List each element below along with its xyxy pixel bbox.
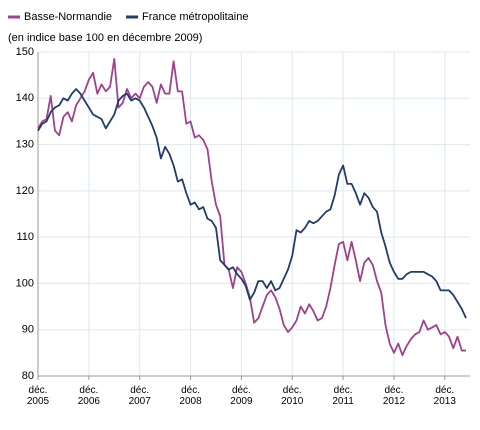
y-tick-label: 150 xyxy=(16,46,34,58)
x-tick-label: déc. 2011 xyxy=(332,385,354,407)
chart-subtitle: (en indice base 100 en décembre 2009) xyxy=(8,32,202,44)
x-tick-label: déc. 2007 xyxy=(128,385,151,407)
x-tick-label: déc. 2008 xyxy=(179,385,202,407)
y-tick-label: 80 xyxy=(22,370,34,382)
x-tick-label: déc. 2010 xyxy=(281,385,304,407)
legend-label: Basse-Normandie xyxy=(24,11,112,23)
y-tick-label: 140 xyxy=(16,92,34,104)
y-tick-label: 110 xyxy=(16,231,34,243)
legend-label: France métropolitaine xyxy=(142,11,248,23)
y-tick-label: 130 xyxy=(16,138,34,150)
x-tick-label: déc. 2005 xyxy=(26,385,50,407)
x-tick-label: déc. 2012 xyxy=(382,385,406,407)
y-tick-label: 90 xyxy=(22,324,34,336)
x-tick-label: déc. 2013 xyxy=(433,385,456,407)
x-tick-label: déc. 2009 xyxy=(230,385,253,407)
y-tick-label: 120 xyxy=(16,185,34,197)
series-line xyxy=(37,88,467,319)
x-tick-label: déc. 2006 xyxy=(77,385,100,407)
y-tick-label: 100 xyxy=(16,277,34,289)
series-line xyxy=(37,58,466,357)
